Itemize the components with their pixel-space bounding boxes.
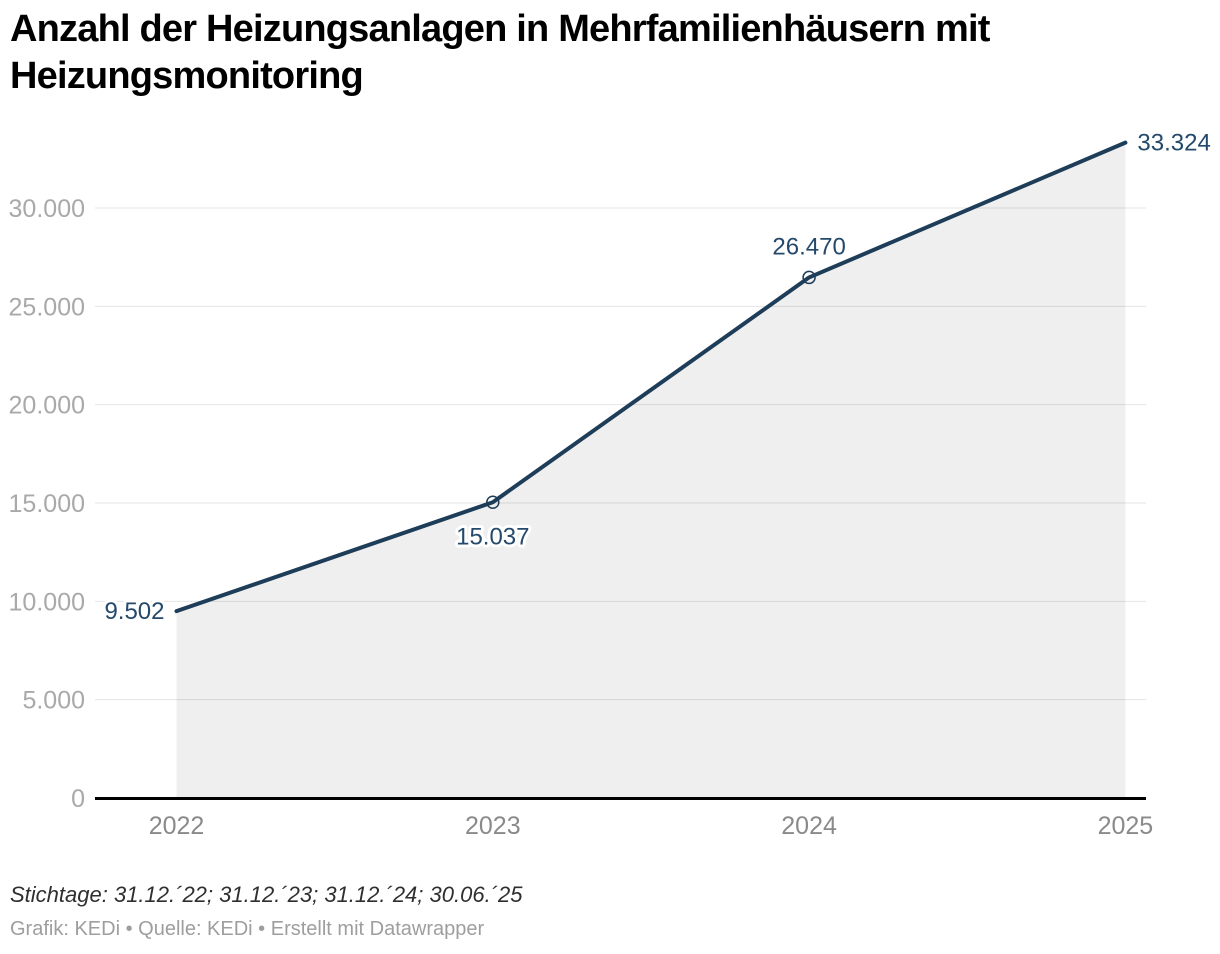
data-point-label: 33.324 xyxy=(1137,130,1210,157)
chart-byline: Grafik: KEDi • Quelle: KEDi • Erstellt m… xyxy=(10,918,485,940)
y-tick-label: 15.000 xyxy=(9,490,85,518)
data-line xyxy=(174,140,1128,614)
point-marker xyxy=(802,270,816,285)
chart-title-line2: Heizungsmonitoring xyxy=(10,55,364,97)
x-tick-label: 2024 xyxy=(781,812,837,840)
data-point-label: 15.037 xyxy=(456,523,529,550)
x-tick-label: 2023 xyxy=(465,812,521,840)
y-tick-label: 20.000 xyxy=(9,392,85,420)
data-point-label: 26.470 xyxy=(772,233,845,260)
y-tick-label: 0 xyxy=(71,785,85,813)
x-tick-label: 2025 xyxy=(1098,812,1154,840)
chart-title: Anzahl der Heizungsanlagen in Mehrfamili… xyxy=(10,6,1175,100)
x-tick-label: 2022 xyxy=(149,812,205,840)
area-fill xyxy=(176,142,1126,798)
chart-title-line1: Anzahl der Heizungsanlagen in Mehrfamili… xyxy=(10,8,990,50)
point-marker xyxy=(486,495,500,510)
y-tick-label: 10.000 xyxy=(9,588,85,616)
chart-footnote: Stichtage: 31.12.´22; 31.12.´23; 31.12.´… xyxy=(10,882,523,907)
data-point-label: 9.502 xyxy=(104,598,164,625)
y-tick-label: 5.000 xyxy=(22,687,85,715)
y-tick-label: 25.000 xyxy=(9,293,85,321)
y-tick-label: 30.000 xyxy=(9,195,85,223)
